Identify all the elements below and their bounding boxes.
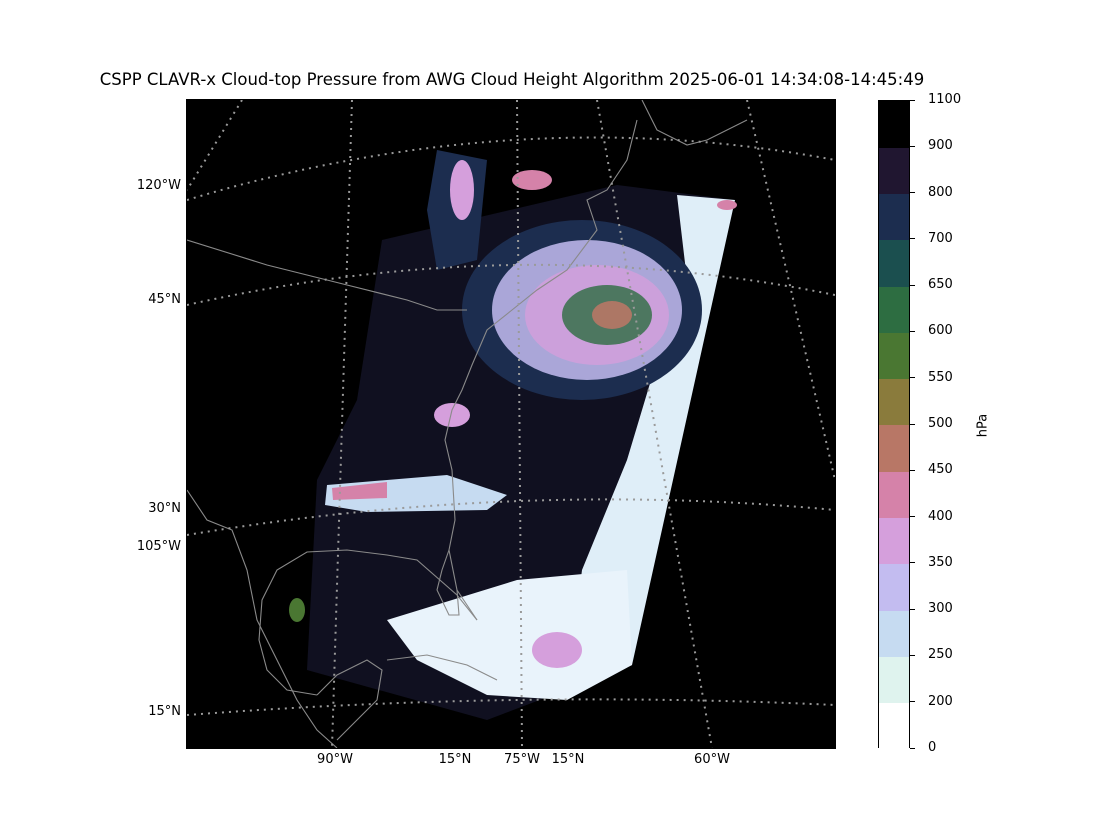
- coastline-gulf: [258, 549, 478, 696]
- map-panel: [186, 99, 836, 749]
- coastline-yucatan: [316, 659, 383, 741]
- colorbar-tick: [910, 562, 915, 564]
- colorbar-segment: [879, 147, 909, 195]
- colorbar-tick: [910, 192, 915, 194]
- colorbar-tick-label: 800: [928, 184, 953, 200]
- meridian-line: [187, 100, 243, 191]
- lon-label: 90°W: [317, 752, 353, 767]
- coastline-canada: [641, 100, 748, 146]
- meridian-line: [746, 100, 835, 481]
- colorbar-segment: [879, 332, 909, 380]
- colorbar-tick-label: 300: [928, 601, 953, 617]
- colorbar-segment: [879, 239, 909, 287]
- lon-label: 120°W: [136, 178, 181, 193]
- lon-label: 75°W: [504, 752, 540, 767]
- colorbar-tick-label: 200: [928, 693, 953, 709]
- coastlines: [187, 100, 748, 748]
- border-us-canada: [187, 239, 467, 311]
- cloud-patch-6: [717, 200, 737, 210]
- colorbar-tick-label: 500: [928, 416, 953, 431]
- meridian-line: [596, 100, 713, 748]
- coastline-cuba: [386, 654, 498, 681]
- colorbar-segment: [879, 702, 909, 750]
- colorbar-segment: [879, 101, 909, 148]
- parallel-line: [187, 498, 835, 536]
- lon-label: 105°W: [136, 539, 181, 554]
- cloud-patch-3: [434, 403, 470, 427]
- cloud-patch-4: [532, 632, 582, 668]
- colorbar-tick: [910, 701, 915, 703]
- colorbar-tick-label: 1100: [928, 92, 962, 107]
- map-graphic: [187, 100, 835, 748]
- coastline-mexico: [187, 489, 338, 748]
- meridian-line: [516, 100, 523, 748]
- colorbar: [878, 100, 910, 750]
- lat-label: 15°N: [148, 704, 181, 719]
- colorbar-segment: [879, 610, 909, 657]
- colorbar-tick: [910, 284, 915, 286]
- colorbar-tick: [910, 99, 915, 101]
- coastline-florida: [436, 549, 460, 616]
- parallel-line: [187, 263, 835, 306]
- colorbar-segment: [879, 378, 909, 426]
- colorbar-tick: [910, 747, 915, 749]
- lat-label: 30°N: [148, 501, 181, 516]
- colorbar-tick: [910, 145, 915, 147]
- cloud-field: [289, 150, 737, 720]
- colorbar-tick-label: 0: [928, 740, 937, 755]
- colorbar-segment: [879, 563, 909, 611]
- lon-label: 60°W: [694, 752, 730, 767]
- colorbar-tick-label: 900: [928, 138, 953, 154]
- colorbar-segment: [879, 286, 909, 333]
- colorbar-tick-label: 650: [928, 277, 953, 293]
- colorbar-tick: [910, 516, 915, 518]
- cyclone-eye: [592, 301, 632, 329]
- high-cloud-band-south: [387, 570, 632, 700]
- colorbar-tick: [910, 469, 915, 471]
- colorbar-tick-label: 400: [928, 508, 953, 524]
- lat-label: 15°N: [551, 752, 585, 767]
- gulf-band-core: [332, 482, 387, 500]
- colorbar-tick: [910, 654, 915, 656]
- colorbar-tick-label: 600: [928, 323, 953, 339]
- coastline-east-us: [444, 119, 638, 621]
- cloud-patch-5: [289, 598, 305, 622]
- cloud-patch-2: [512, 170, 552, 190]
- lat-label: 45°N: [148, 292, 181, 307]
- colorbar-tick: [910, 423, 915, 425]
- colorbar-tick: [910, 377, 915, 379]
- meridian-line: [331, 100, 353, 748]
- lat-label: 15°N: [438, 752, 472, 767]
- colorbar-tick: [910, 238, 915, 240]
- parallel-line: [187, 136, 835, 201]
- graticule: [187, 100, 835, 748]
- colorbar-segment: [879, 656, 909, 704]
- cloud-patch-1: [450, 160, 474, 220]
- colorbar-tick-label: 250: [928, 647, 953, 663]
- colorbar-segment: [879, 517, 909, 565]
- colorbar-segment: [879, 193, 909, 241]
- colorbar-tick-label: 550: [928, 369, 953, 385]
- colorbar-tick-label: 700: [928, 230, 953, 246]
- plot-title: CSPP CLAVR-x Cloud-top Pressure from AWG…: [99, 70, 925, 89]
- colorbar-tick-label: 450: [928, 462, 953, 478]
- colorbar-tick: [910, 330, 915, 332]
- colorbar-unit-label: hPa: [975, 413, 991, 438]
- colorbar-segment: [879, 425, 909, 472]
- colorbar-tick-label: 350: [928, 554, 953, 570]
- colorbar-segment: [879, 471, 909, 519]
- colorbar-tick: [910, 608, 915, 610]
